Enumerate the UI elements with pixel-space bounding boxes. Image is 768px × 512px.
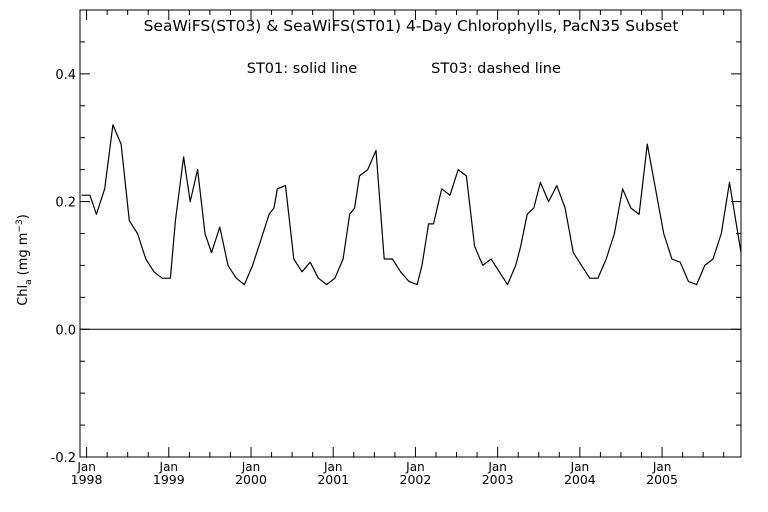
x-tick-label-year: 2005 [646,472,678,487]
y-tick-label: 0.0 [55,323,76,338]
x-tick-label-year: 1999 [153,472,185,487]
y-axis-label-group: Chla (mg m−3) [15,214,34,306]
y-axis-label-close-paren: ) [16,214,31,219]
y-tick-label: -0.2 [51,451,76,466]
x-tick-label-month: Jan [570,460,590,474]
x-tick-label-month: Jan [76,460,96,474]
x-tick-label-month: Jan [652,460,672,474]
y-tick-label: 0.4 [55,68,76,83]
x-tick-label-year: 2003 [482,472,514,487]
y-axis-label-main: Chl [16,285,31,306]
x-tick-label-month: Jan [241,460,261,474]
y-axis-label-subscript: a [24,279,34,285]
plot-frame [79,9,742,458]
x-tick-label-year: 2004 [564,472,596,487]
x-tick-label-year: 1998 [71,472,103,487]
x-tick-label-month: Jan [405,460,425,474]
y-axis-label: Chla (mg m−3) [15,214,34,306]
annotation-dashed-line: ST03: dashed line [431,61,561,77]
x-tick-label-year: 2002 [400,472,432,487]
y-axis-label-unit: (mg m [16,233,31,276]
x-tick-label-month: Jan [323,460,343,474]
x-tick-label-month: Jan [487,460,507,474]
x-tick-label-month: Jan [159,460,179,474]
y-tick-label: 0.2 [55,196,76,211]
chart-title: SeaWiFS(ST03) & SeaWiFS(ST01) 4-Day Chlo… [144,17,679,35]
x-tick-label-year: 2000 [235,472,267,487]
x-tick-label-year: 2001 [317,472,349,487]
series-line-st01 [81,124,742,286]
annotation-solid-line: ST01: solid line [247,61,358,77]
plot-area: -0.20.00.20.4Jan1998Jan1999Jan2000Jan200… [51,9,742,487]
y-axis-label-superscript: −3 [15,219,25,232]
